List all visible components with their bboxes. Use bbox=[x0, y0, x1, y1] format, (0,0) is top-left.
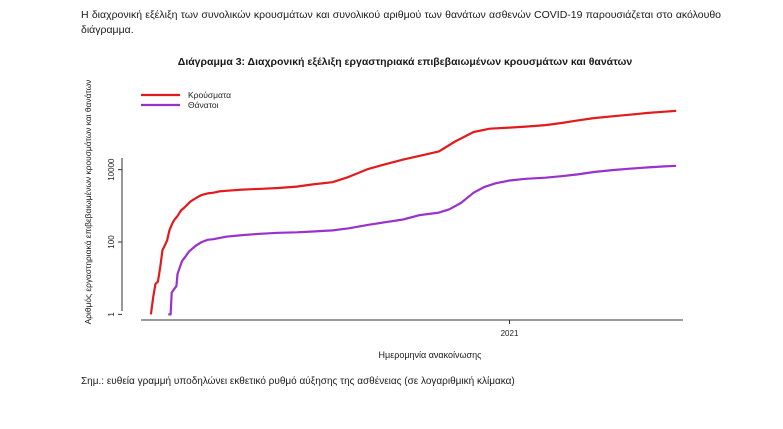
series-line-deaths bbox=[168, 164, 677, 316]
y-ticks: 1 100 10000 bbox=[107, 158, 122, 317]
legend-label-cases: Κρούσματα bbox=[188, 90, 231, 100]
chart-title: Διάγραμμα 3: Διαχρονική εξέλιξη εργαστηρ… bbox=[177, 56, 633, 68]
intro-paragraph: Η διαχρονική εξέλιξη των συνολικών κρουσ… bbox=[81, 9, 721, 36]
y-tick-label: 100 bbox=[107, 235, 116, 249]
y-tick-label: 10000 bbox=[107, 158, 116, 181]
y-tick-label: 1 bbox=[107, 312, 116, 317]
x-tick-label: 2021 bbox=[501, 329, 519, 338]
footnote: Σημ.: ευθεία γραμμή υποδηλώνει εκθετικό … bbox=[81, 376, 515, 387]
x-axis-label: Ημερομηνία ανακοίνωσης bbox=[378, 350, 482, 360]
legend-label-deaths: Θάνατοι bbox=[188, 100, 219, 110]
series-layer bbox=[149, 109, 677, 316]
series-line-cases bbox=[149, 109, 677, 315]
x-ticks: 2021 bbox=[501, 320, 519, 338]
legend: Κρούσματα Θάνατοι bbox=[141, 90, 231, 110]
